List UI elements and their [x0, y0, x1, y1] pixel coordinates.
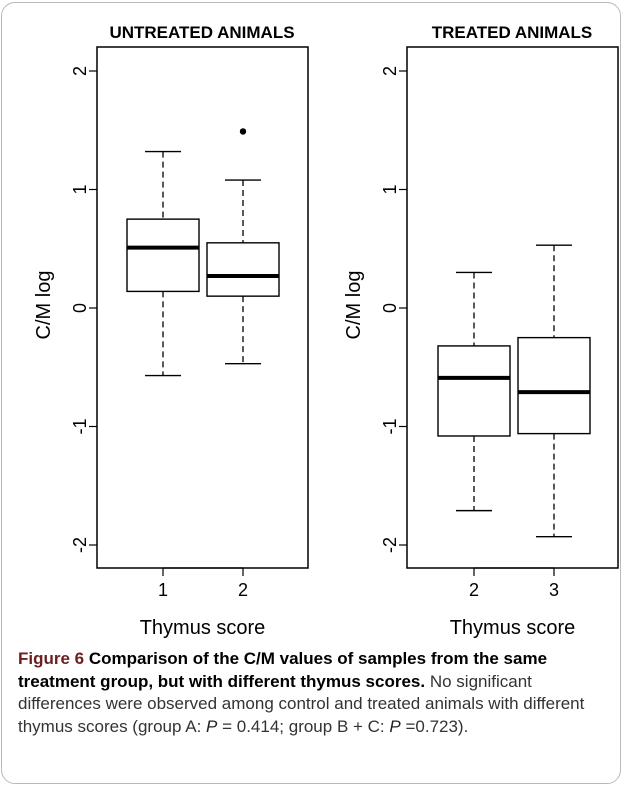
y-tick-label: -2 [70, 537, 90, 553]
figure-label: Figure 6 [18, 649, 85, 668]
chart-title: TREATED ANIMALS [432, 23, 593, 42]
box-2: 2 [437, 271, 511, 600]
boxplot-figure: UNTREATED ANIMALS -2 -1 0 1 2 C/M log 1 2 Thymus … [33, 23, 619, 639]
y-tick-label: 0 [380, 303, 400, 313]
x-axis-label: Thymus score [140, 617, 266, 639]
y-axis-label: C/M log [343, 271, 365, 340]
caption-body: No significant differences were observed… [18, 671, 585, 736]
x-tick-label: 1 [158, 580, 168, 600]
y-tick-label: 2 [70, 66, 90, 76]
box-2: 2 [206, 128, 280, 600]
y-tick-label: -2 [380, 537, 400, 553]
y-tick-label: -1 [70, 418, 90, 434]
outlier-point [239, 128, 247, 135]
plot-area-border [406, 46, 619, 569]
y-tick-label: -1 [380, 418, 400, 434]
plot-area-border [96, 46, 309, 569]
y-tick-label: 1 [380, 184, 400, 194]
p-value-1: = 0.414; group B + C: [217, 716, 390, 736]
x-tick-label: 3 [549, 580, 559, 600]
chart-title: UNTREATED ANIMALS [109, 23, 294, 42]
y-axis-label: C/M log [33, 271, 55, 340]
y-tick-label: 2 [380, 66, 400, 76]
y-tick-label: 1 [70, 184, 90, 194]
p-symbol-1: P [206, 716, 218, 736]
figure-caption: Figure 6 Comparison of the C/M values of… [18, 648, 608, 738]
iqr-box [126, 218, 200, 293]
chart-panel-2: TREATED ANIMALS -2 -1 0 1 2 C/M log 2 3 Thymus sc… [343, 23, 619, 639]
caption-title: Comparison of the C/M values of samples … [18, 649, 548, 691]
y-tick-label: 0 [70, 303, 90, 313]
x-tick-label: 2 [469, 580, 479, 600]
box-1: 1 [126, 150, 200, 600]
x-tick-label: 2 [238, 580, 248, 600]
box-3: 3 [517, 244, 591, 600]
iqr-box [206, 242, 280, 297]
p-symbol-2: P [389, 716, 401, 736]
x-axis-label: Thymus score [450, 617, 576, 639]
iqr-box [437, 345, 511, 437]
chart-panel-1: UNTREATED ANIMALS -2 -1 0 1 2 C/M log 1 2 Thymus … [33, 23, 309, 639]
p-value-2: =0.723). [400, 716, 469, 736]
iqr-box [517, 336, 591, 435]
